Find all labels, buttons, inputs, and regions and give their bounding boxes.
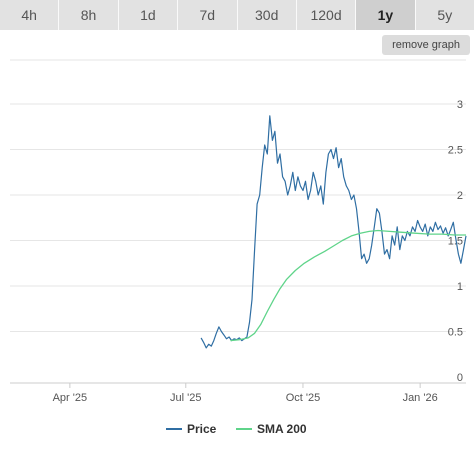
time-range-tabs: 4h 8h 1d 7d 30d 120d 1y 5y [0,0,474,30]
x-tick-label: Jan '26 [403,392,438,404]
y-tick-label: 3 [457,99,463,111]
x-tick-label: Oct '25 [286,392,321,404]
y-tick-label: 1.5 [448,236,463,248]
tab-7d[interactable]: 7d [178,0,238,30]
chart-legend[interactable]: Price SMA 200 [166,422,307,436]
tab-30d[interactable]: 30d [237,0,297,30]
x-tick-label: Jul '25 [170,392,201,404]
y-tick-label: 0 [457,372,463,384]
x-axis: Apr '25 Jul '25 Oct '25 Jan '26 [53,383,438,404]
series-lines [200,115,467,349]
legend-label: Price [187,422,217,436]
tab-1y[interactable]: 1y [356,0,416,30]
tab-5y[interactable]: 5y [415,0,474,30]
legend-label: SMA 200 [257,422,307,436]
sma-200-line [230,229,466,342]
legend-item-price[interactable]: Price [166,422,217,436]
y-axis: 0 0.5 1 1.5 2 2.5 3 [448,99,463,384]
tab-1d[interactable]: 1d [118,0,179,30]
remove-graph-button[interactable]: remove graph [382,35,470,55]
y-tick-label: 1 [457,281,463,293]
x-tick-label: Apr '25 [53,392,88,404]
tab-120d[interactable]: 120d [296,0,357,30]
y-tick-label: 2.5 [448,145,463,157]
tab-8h[interactable]: 8h [59,0,119,30]
tab-4h[interactable]: 4h [0,0,60,30]
y-tick-label: 2 [457,190,463,202]
legend-item-sma-200[interactable]: SMA 200 [236,422,307,436]
y-tick-label: 0.5 [448,327,463,339]
price-line [200,115,467,349]
grid-lines [10,59,466,384]
